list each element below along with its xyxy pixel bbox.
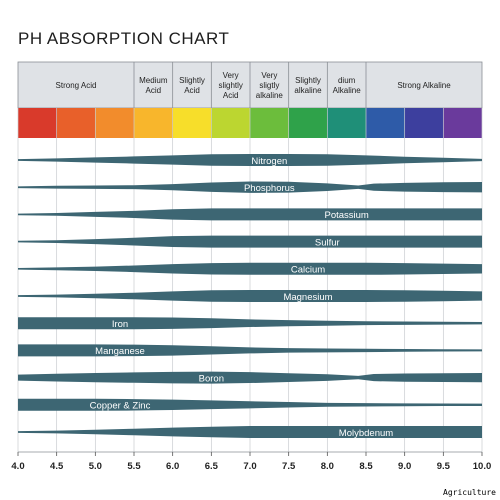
x-tick-label: 8.0 <box>321 461 334 472</box>
nutrient-band <box>18 290 482 302</box>
x-tick-label: 7.0 <box>243 461 256 472</box>
nutrient-label: Copper & Zinc <box>90 401 151 412</box>
nutrient-label: Potassium <box>324 210 368 221</box>
x-tick-label: 6.5 <box>205 461 219 472</box>
x-tick-label: 5.0 <box>89 461 102 472</box>
color-cell <box>18 108 57 138</box>
band-label: Strong Alkaline <box>397 81 451 90</box>
nutrient-band <box>18 208 482 221</box>
x-tick-label: 9.0 <box>398 461 411 472</box>
nutrient-label: Iron <box>112 319 128 330</box>
x-tick-label: 5.5 <box>127 461 141 472</box>
color-cell <box>250 108 289 138</box>
watermark: Agriculture <box>443 488 496 497</box>
nutrient-label: Molybdenum <box>339 428 393 439</box>
color-cell <box>288 108 328 138</box>
band-label: Slightly Acid <box>179 76 205 95</box>
ph-color-scale <box>18 108 482 138</box>
nutrient-label: Magnesium <box>283 292 332 303</box>
chart-title: PH ABSORPTION CHART <box>18 29 230 48</box>
nutrient-bands: Nitrogen Phosphorus Potassium Sulfur Calcium… <box>18 154 482 439</box>
band-label: dium Alkaline <box>333 76 362 95</box>
color-cell <box>172 108 212 138</box>
nutrient-label: Calcium <box>291 265 325 276</box>
x-tick-label: 10.0 <box>473 461 492 472</box>
color-cell <box>404 108 444 138</box>
nutrient-band <box>18 262 482 275</box>
nutrient-label: Manganese <box>95 346 145 357</box>
nutrient-band <box>18 181 482 193</box>
nutrient-band <box>18 344 482 357</box>
band-label: Strong Acid <box>56 81 97 90</box>
band-label: Very slightly Acid <box>218 71 242 100</box>
color-cell <box>443 108 482 138</box>
nutrient-band <box>18 398 482 411</box>
x-tick-label: 4.5 <box>50 461 64 472</box>
nutrient-band <box>18 317 482 330</box>
nutrient-label: Sulfur <box>315 237 340 248</box>
color-cell <box>211 108 250 138</box>
color-cell <box>56 108 96 138</box>
nutrient-label: Boron <box>199 373 224 384</box>
color-cell <box>95 108 134 138</box>
x-tick-label: 7.5 <box>282 461 296 472</box>
band-label: Very sligtly alkaline <box>256 71 284 100</box>
nutrient-band <box>18 235 482 248</box>
color-cell <box>134 108 173 138</box>
x-tick-label: 8.5 <box>359 461 373 472</box>
band-label: Slightly alkaline <box>294 76 322 95</box>
x-tick-label: 6.0 <box>166 461 179 472</box>
acidity-band-headers: Strong Acid Medium Acid Slightly Acid Very sli… <box>17 61 483 109</box>
color-cell <box>366 108 405 138</box>
band-label: Medium Acid <box>139 76 168 95</box>
nutrient-band <box>18 371 482 384</box>
nutrient-label: Phosphorus <box>244 183 295 194</box>
x-axis: 4.0 4.5 5.0 5.5 6.0 6.5 7.0 7.5 8.0 8.5 9.0 9.5 10.0 <box>11 451 492 472</box>
nutrient-label: Nitrogen <box>251 156 287 167</box>
nutrient-band <box>18 426 482 438</box>
color-cell <box>327 108 366 138</box>
x-tick-label: 4.0 <box>11 461 24 472</box>
x-tick-label: 9.5 <box>437 461 451 472</box>
nutrient-band <box>18 154 482 166</box>
